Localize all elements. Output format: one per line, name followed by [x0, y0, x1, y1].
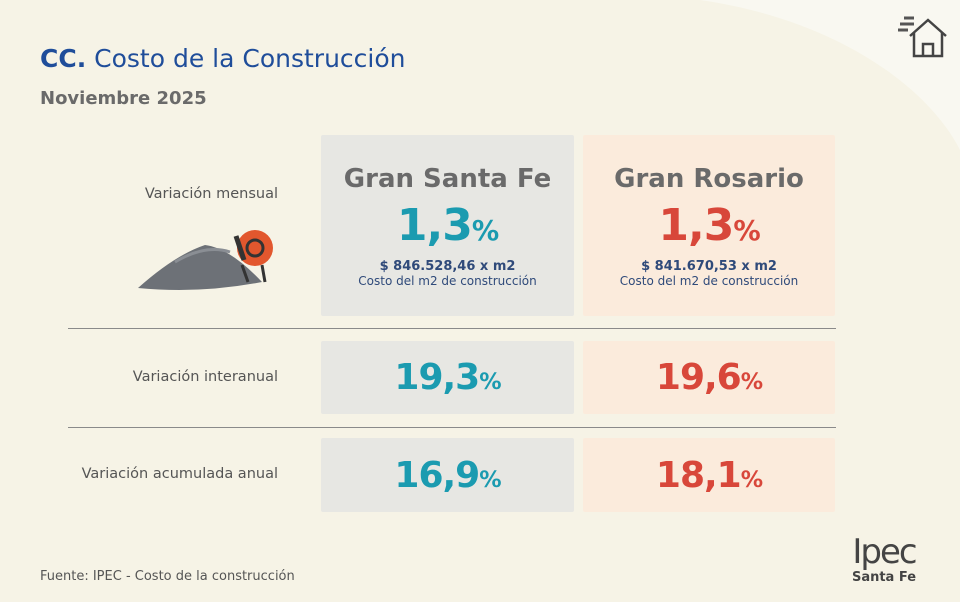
- value-unit: %: [740, 466, 763, 493]
- column-header: Gran Rosario: [614, 163, 804, 194]
- cell: 19,6%: [583, 341, 835, 414]
- logo: Ipec Santa Fe: [838, 534, 930, 585]
- construction-illustration: [138, 230, 273, 290]
- cell: Gran Santa Fe 1,3% $ 846.528,46 x m2 Costo …: [321, 135, 574, 316]
- title: CC. Costo de la Construcción: [40, 44, 406, 73]
- value-unit: %: [479, 466, 501, 493]
- cell: 19,3%: [321, 341, 574, 414]
- value-unit: %: [471, 215, 499, 247]
- column-header: Gran Santa Fe: [343, 163, 552, 194]
- value-number: 19,3: [394, 357, 480, 398]
- separator: [68, 427, 836, 428]
- house-icon: [898, 16, 947, 58]
- subtitle: Noviembre 2025: [40, 88, 207, 109]
- value: 1,3%: [658, 199, 760, 251]
- cell: 18,1%: [583, 438, 835, 512]
- value-number: 1,3: [396, 199, 473, 251]
- value-unit: %: [740, 369, 763, 395]
- value: 18,1%: [655, 454, 763, 496]
- separator: [68, 328, 836, 329]
- value: 19,3%: [394, 357, 501, 398]
- value-number: 19,6: [655, 357, 742, 398]
- row-label: Variación mensual: [144, 186, 278, 202]
- cell: 16,9%: [321, 438, 574, 512]
- value-unit: %: [479, 369, 501, 395]
- logo-name: Ipec: [852, 532, 917, 572]
- value-number: 16,9: [394, 454, 480, 496]
- title-code: CC.: [40, 44, 87, 73]
- logo-region: Santa Fe: [851, 570, 917, 585]
- value: 16,9%: [394, 454, 501, 496]
- value-number: 1,3: [658, 199, 734, 251]
- cost: $ 846.528,46 x m2: [379, 258, 516, 274]
- cost-label: Costo del m2 de construcción: [619, 273, 799, 288]
- cost: $ 841.670,53 x m2: [641, 258, 777, 274]
- title-text: Costo de la Construcción: [94, 44, 406, 73]
- cell: Gran Rosario 1,3% $ 841.670,53 x m2 Costo d…: [583, 135, 835, 316]
- value-number: 18,1: [655, 454, 742, 496]
- source-note: Fuente: IPEC - Costo de la construcción: [40, 569, 295, 584]
- value: 1,3%: [396, 199, 499, 251]
- row-label: Variación acumulada anual: [81, 466, 278, 482]
- row-label: Variación interanual: [132, 369, 278, 385]
- value: 19,6%: [655, 357, 763, 398]
- value-unit: %: [733, 215, 760, 247]
- cost-label: Costo del m2 de construcción: [358, 273, 537, 288]
